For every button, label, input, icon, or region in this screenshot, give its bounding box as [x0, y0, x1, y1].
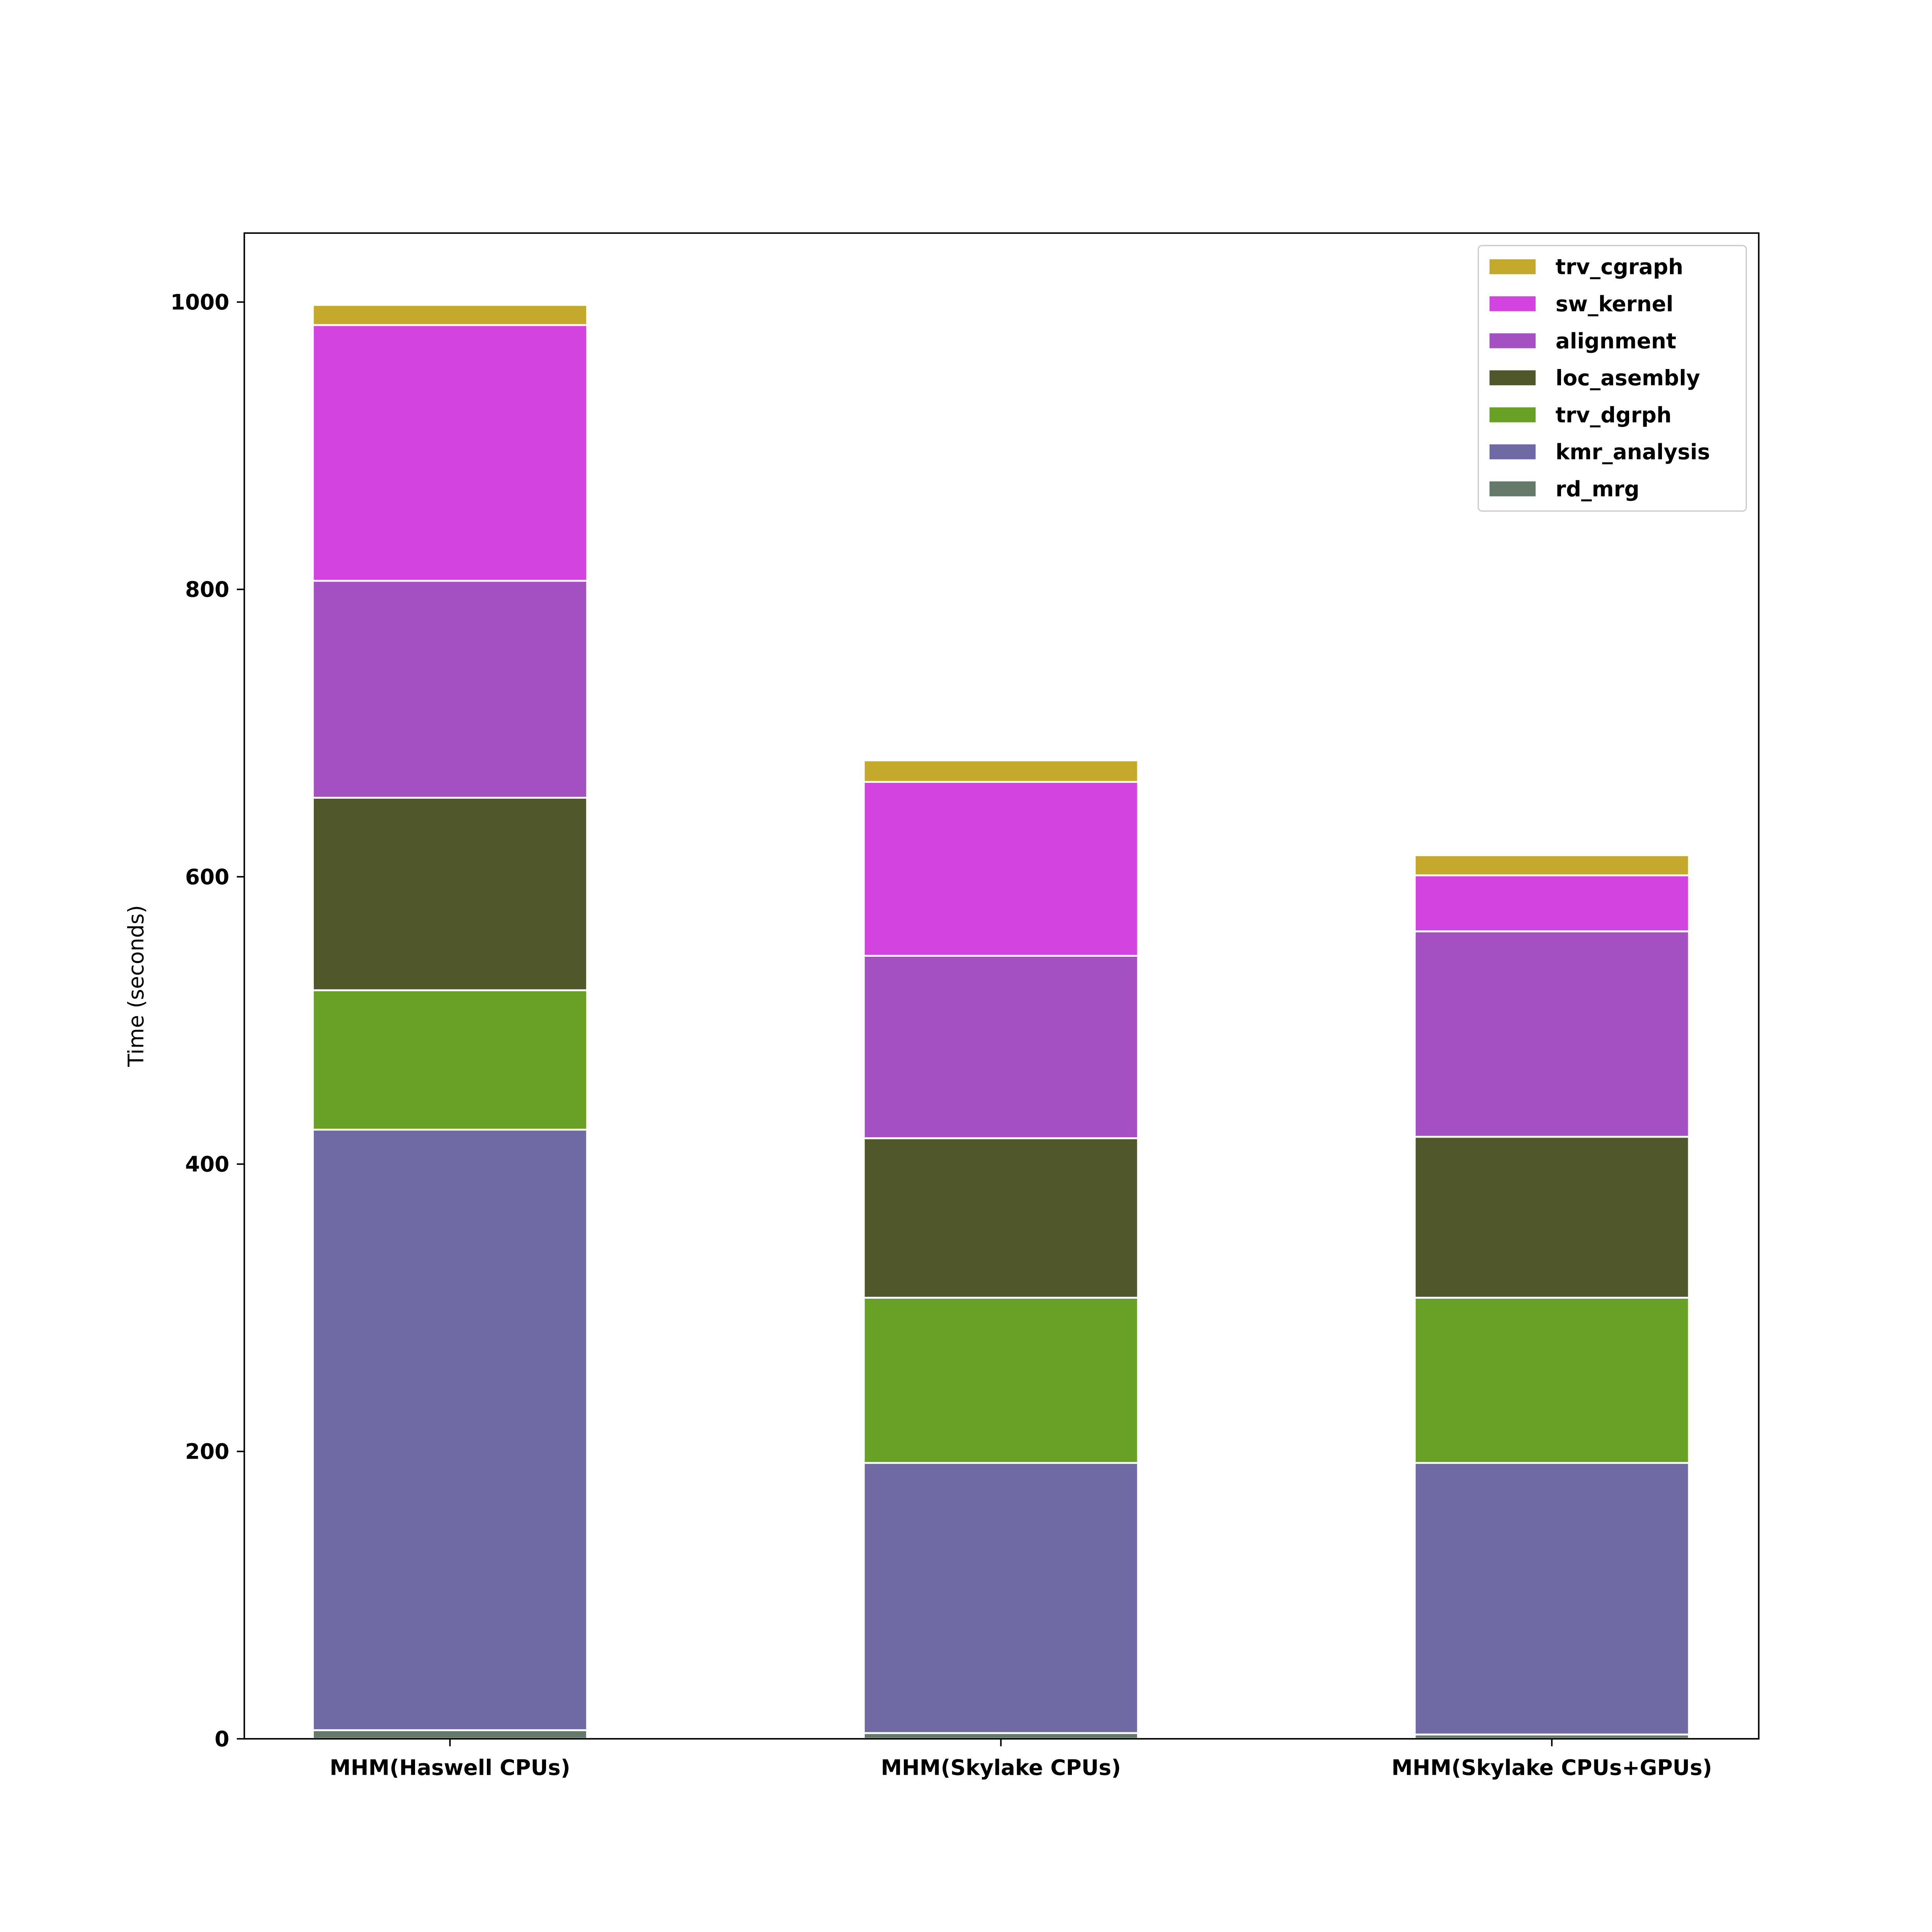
legend-swatch — [1489, 296, 1536, 311]
bar-segment-sw_kernel — [312, 324, 588, 582]
x-tick-label: MHM(Haswell CPUs) — [330, 1755, 570, 1780]
legend-item-trv_dgrph: trv_dgrph — [1489, 403, 1672, 427]
legend-item-rd_mrg: rd_mrg — [1489, 477, 1639, 502]
y-tick-label: 400 — [185, 1152, 229, 1177]
bar-segment-kmr_analysis — [312, 1129, 588, 1731]
legend: trv_cgraph sw_kernel alignment loc_asemblyt… — [1478, 245, 1747, 512]
legend-label: kmr_analysis — [1556, 440, 1710, 464]
bar-segment-trv_dgrph — [312, 989, 588, 1131]
x-axis: MHM(Haswell CPUs) MHM(Skylake CPUs) MHM(Sk… — [330, 1739, 1712, 1780]
legend-swatch — [1489, 259, 1536, 274]
legend-swatch — [1489, 444, 1536, 459]
y-tick-label: 1000 — [170, 290, 230, 315]
bars — [312, 304, 1690, 1740]
bar-segment-loc_asembly — [1413, 1136, 1690, 1299]
legend-item-sw_kernel: sw_kernel — [1489, 291, 1673, 316]
legend-label: sw_kernel — [1556, 291, 1673, 316]
x-tick-label: MHM(Skylake CPUs+GPUs) — [1391, 1755, 1712, 1780]
y-axis: 0 200 400 600 800 1000 — [170, 290, 245, 1751]
legend-label: loc_asembly — [1556, 366, 1700, 390]
bar-segment-loc_asembly — [312, 797, 588, 992]
bar-segment-rd_mrg — [312, 1729, 588, 1740]
bar-segment-sw_kernel — [863, 781, 1139, 957]
x-tick-label: MHM(Skylake CPUs) — [881, 1755, 1121, 1780]
bar-segment-trv_dgrph — [1413, 1297, 1690, 1464]
bar-segment-trv_cgraph — [1413, 854, 1690, 876]
bar-segment-alignment — [1413, 930, 1690, 1138]
y-tick-label: 0 — [214, 1726, 229, 1751]
bar-segment-kmr_analysis — [1413, 1462, 1690, 1736]
legend-label: trv_cgraph — [1556, 255, 1683, 279]
legend-swatch — [1489, 370, 1536, 386]
legend-item-alignment: alignment — [1489, 328, 1676, 353]
y-tick-label: 800 — [185, 577, 229, 602]
legend-label: alignment — [1556, 328, 1676, 353]
bar-segment-alignment — [312, 580, 588, 799]
bar-segment-kmr_analysis — [863, 1462, 1139, 1734]
legend-item-loc_asembly: loc_asembly — [1489, 366, 1700, 390]
y-axis-label: Time (seconds) — [124, 905, 148, 1067]
legend-swatch — [1489, 481, 1536, 497]
bar-segment-loc_asembly — [863, 1137, 1139, 1299]
bar-segment-trv_cgraph — [312, 304, 588, 326]
legend-item-trv_cgraph: trv_cgraph — [1489, 255, 1683, 279]
legend-label: trv_dgrph — [1556, 403, 1672, 427]
legend-label: rd_mrg — [1556, 477, 1639, 502]
y-tick-label: 600 — [185, 864, 229, 889]
bar-segment-alignment — [863, 955, 1139, 1139]
legend-box — [1478, 245, 1747, 512]
bar-segment-trv_dgrph — [863, 1297, 1139, 1464]
legend-swatch — [1489, 333, 1536, 349]
bar-segment-trv_cgraph — [863, 759, 1139, 783]
legend-swatch — [1489, 407, 1536, 422]
bar-segment-sw_kernel — [1413, 874, 1690, 932]
legend-item-kmr_analysis: kmr_analysis — [1489, 440, 1710, 464]
y-tick-label: 200 — [185, 1439, 229, 1464]
